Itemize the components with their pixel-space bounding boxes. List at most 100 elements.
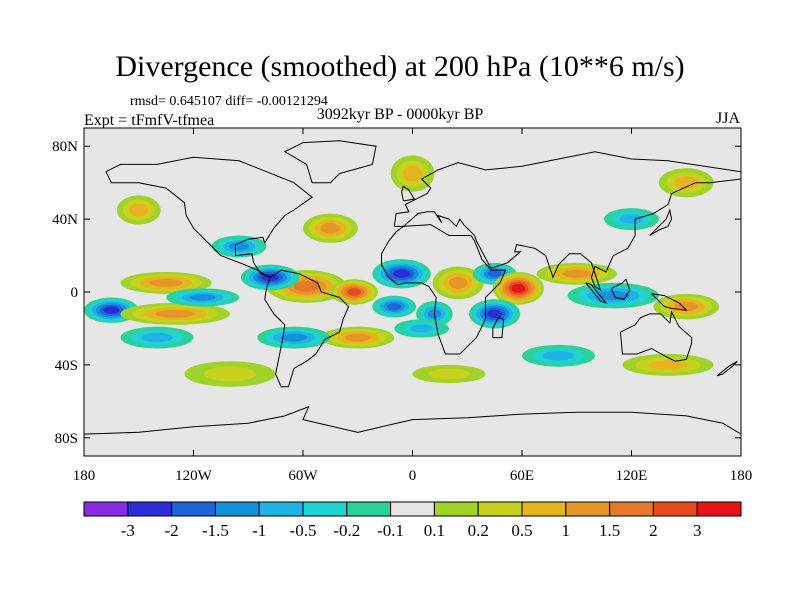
contour-band <box>448 276 468 289</box>
colorbar-label: -3 <box>121 521 135 540</box>
x-tick-label: 60W <box>288 468 318 484</box>
colorbar-label: -2 <box>165 521 179 540</box>
colorbar-swatch <box>346 501 392 517</box>
contour-band <box>487 270 502 278</box>
colorbar-label: 0.1 <box>424 521 445 540</box>
contour-band <box>403 165 422 182</box>
colorbar-swatch <box>521 501 567 517</box>
contour-band <box>155 309 196 318</box>
contour-band <box>619 214 644 224</box>
anomaly-feature <box>120 271 212 294</box>
colorbar-label: -1 <box>252 521 266 540</box>
colorbar-swatch <box>302 501 348 517</box>
contour-band <box>293 281 320 292</box>
colorbar-swatch <box>652 501 698 517</box>
colorbar-label: 2 <box>649 521 658 540</box>
anomaly-feature <box>622 353 714 376</box>
anomaly-feature <box>257 326 331 349</box>
contour-band <box>487 309 503 319</box>
anomaly-feature <box>394 319 449 338</box>
contour-band <box>141 332 173 343</box>
anomaly-feature <box>116 195 161 225</box>
x-tick-label: 120E <box>616 468 648 484</box>
anomaly-feature <box>166 288 240 307</box>
y-tick-label: 0 <box>71 285 79 301</box>
colorbar-label: 1 <box>562 521 571 540</box>
colorbar-swatch <box>433 501 479 517</box>
coastline-south-america <box>264 269 350 388</box>
coastline-sumatra <box>585 282 608 304</box>
anomaly-feature <box>412 364 486 384</box>
y-tick-label: 80S <box>55 431 78 447</box>
contour-band <box>648 360 688 370</box>
axis-ticks: 80N 40N 0 40S 80S 180 120W 60W 0 60E 120E 180 <box>52 128 752 484</box>
contour-band <box>596 291 630 301</box>
colorbar-swatch <box>609 501 654 517</box>
anomaly-feature <box>372 295 417 318</box>
anomaly-feature <box>120 326 194 349</box>
contour-band <box>387 303 402 311</box>
anomaly-feature <box>372 259 431 289</box>
page-title: Divergence (smoothed) at 200 hPa (10**6 … <box>115 50 685 83</box>
colorbar-swatch <box>83 501 129 517</box>
anomaly-feature <box>390 155 435 192</box>
x-tick-label: 60E <box>510 468 534 484</box>
anomaly-feature <box>536 262 617 285</box>
contour-band <box>409 324 434 333</box>
stats-text: rmsd= 0.645107 diff= -0.00121294 <box>130 94 328 109</box>
anomaly-feature <box>211 235 267 258</box>
anomaly-feature <box>492 271 544 305</box>
x-tick-label: 180 <box>73 468 96 484</box>
contour-band <box>203 366 257 382</box>
coastline-eurasia <box>393 151 741 292</box>
coastline-greenland <box>283 140 377 184</box>
contour-band <box>189 294 216 301</box>
colorbar-swatch <box>127 501 173 517</box>
period-label: 3092kyr BP - 0000kyr BP <box>316 106 484 123</box>
colorbar-swatch <box>258 501 304 517</box>
anomaly-feature <box>432 266 484 300</box>
coastline-new-guinea <box>651 293 688 311</box>
contour-band <box>347 288 362 296</box>
coastline-antarctica <box>84 405 741 435</box>
experiment-label: Expt = tFmfV-tfmea <box>84 112 215 129</box>
x-tick-label: 0 <box>409 468 417 484</box>
contour-band <box>149 278 183 287</box>
colorbar-swatch <box>565 501 611 517</box>
anomaly-feature <box>184 361 276 387</box>
season-label: JJA <box>715 110 740 127</box>
colorbar-label: -1.5 <box>202 521 229 540</box>
colorbar-swatch <box>390 501 435 517</box>
contour-band <box>129 203 149 217</box>
anomaly-feature <box>658 168 714 198</box>
anomaly-feature <box>321 326 395 349</box>
contour-band <box>393 269 411 279</box>
coastline-uk <box>401 185 416 202</box>
anomaly-feature <box>303 213 358 243</box>
anomaly-feature <box>330 279 378 305</box>
colorbar: -3 -2 -1.5 -1 -0.5 -0.2 -0.1 0.1 0.2 0.5 1 1.5 2 3 <box>83 501 742 540</box>
colorbar-swatch <box>696 501 742 517</box>
y-tick-label: 80N <box>52 139 78 155</box>
coastline-japan <box>649 208 673 236</box>
colorbar-swatch <box>214 501 260 517</box>
colorbar-label: -0.1 <box>377 521 404 540</box>
colorbar-label: -0.2 <box>333 521 360 540</box>
anomaly-feature <box>653 293 720 320</box>
coastline-australia <box>620 310 693 362</box>
colorbar-swatch <box>171 501 216 517</box>
y-tick-label: 40S <box>55 358 78 374</box>
anomaly-feature <box>522 344 595 367</box>
contour-band <box>674 176 699 189</box>
contour-band <box>103 306 120 314</box>
contour-band <box>229 242 250 251</box>
contour-band <box>511 283 526 293</box>
coastline-madagascar <box>492 316 505 339</box>
anomaly-feature <box>120 302 230 325</box>
contour-band <box>542 351 575 361</box>
colorbar-label: -0.5 <box>290 521 317 540</box>
coastline-new-zealand <box>716 360 738 377</box>
coastlines <box>84 140 741 435</box>
colorbar-label: 3 <box>693 521 702 540</box>
